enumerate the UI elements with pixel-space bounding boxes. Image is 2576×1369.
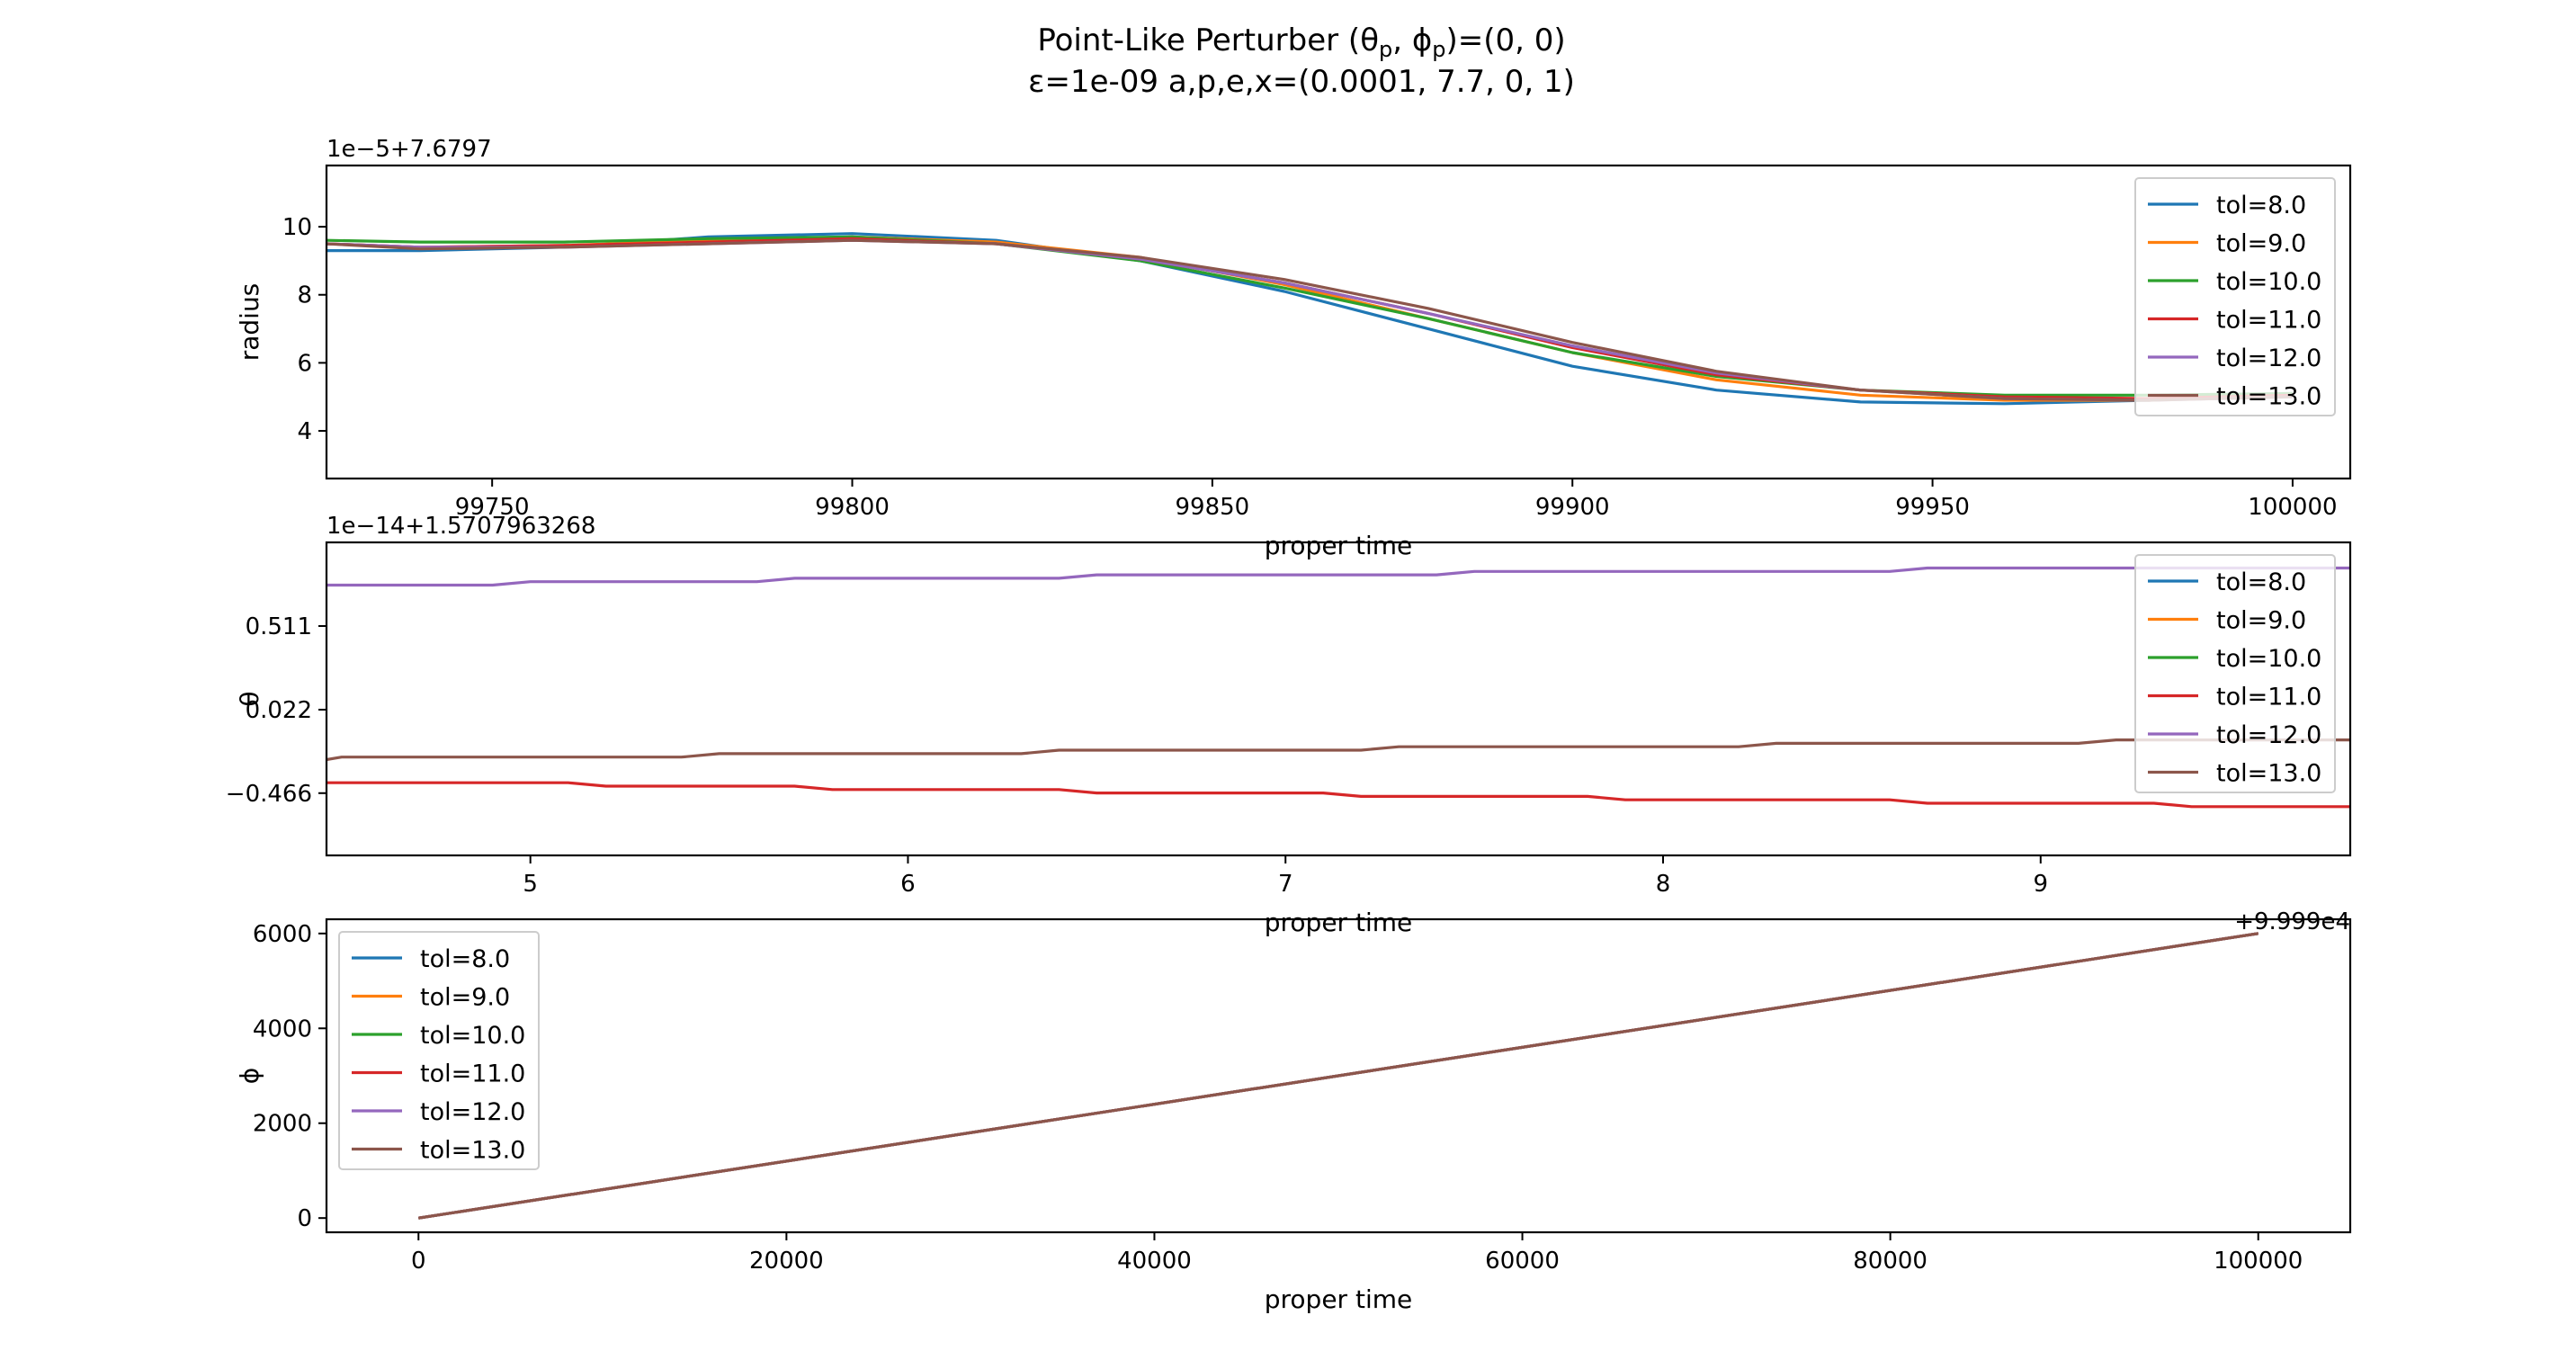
series-group	[326, 232, 2293, 406]
legend-entry: tol=9.0	[2216, 230, 2306, 258]
y-axis-label: ϕ	[235, 1068, 264, 1084]
series-line-tol-13-0	[418, 932, 2258, 1220]
figure-title-line1: Point-Like Perturber (θp, ϕp)=(0, 0)	[1037, 22, 1565, 62]
legend-entry: tol=8.0	[420, 945, 510, 973]
y-axis-label: radius	[235, 283, 264, 362]
x-tick-label: 20000	[749, 1248, 824, 1275]
series-line-tol-9-0	[326, 235, 2293, 402]
legend-entry: tol=10.0	[2216, 268, 2321, 296]
legend-entry: tol=13.0	[2216, 760, 2321, 788]
y-tick-label: 4	[297, 418, 312, 445]
axes-frame	[325, 164, 2352, 480]
legend-entry: tol=10.0	[2216, 645, 2321, 673]
x-tick-label: 99900	[1535, 494, 1610, 521]
legend: tol=8.0 tol=9.0 tol=10.0 tol=11.0 tol=12.0 to…	[2134, 554, 2336, 793]
y-tick-label: 2000	[253, 1111, 312, 1138]
x-axis-label: proper time	[1265, 908, 1412, 937]
legend-entry: tol=11.0	[420, 1060, 525, 1088]
x-tick-label: 7	[1278, 871, 1293, 898]
x-tick-label: 100000	[2214, 1248, 2303, 1275]
axes-frame	[325, 541, 2352, 857]
y-axis-label: θ	[235, 691, 264, 706]
x-tick-label: 80000	[1853, 1248, 1928, 1275]
chart-panel-3: 0 20000 40000 60000 80000 100000 0 2000 4000 6000…	[235, 917, 2352, 1314]
series-line-tol-11-0	[326, 781, 2350, 809]
x-axis-label: proper time	[1265, 1284, 1412, 1314]
legend-entry: tol=12.0	[2216, 344, 2321, 372]
series-line-tol-12-0	[326, 566, 2350, 587]
y-tick-label: 0.511	[246, 613, 312, 640]
y-offset-text: 1e−14+1.5707963268	[326, 513, 595, 540]
x-tick-label: 60000	[1485, 1248, 1560, 1275]
legend: tol=8.0 tol=9.0 tol=10.0 tol=11.0 tol=12.0 to…	[2134, 177, 2336, 416]
y-tick-label: 4000	[253, 1016, 312, 1042]
figure-title-line2: ε=1e-09 a,p,e,x=(0.0001, 7.7, 0, 1)	[1028, 64, 1575, 100]
series-line-tol-11-0	[326, 237, 2293, 400]
legend-entry: tol=8.0	[2216, 568, 2306, 596]
legend: tol=8.0 tol=9.0 tol=10.0 tol=11.0 tol=12.0 to…	[338, 931, 540, 1170]
series-group	[326, 566, 2350, 809]
series-line-tol-10-0	[326, 235, 2293, 397]
x-tick-label: 99800	[815, 494, 890, 521]
x-offset-text: +9.999e4	[2234, 908, 2350, 935]
x-tick-label: 8	[1656, 871, 1671, 898]
series-line-tol-8-0	[326, 232, 2293, 406]
legend-entry: tol=11.0	[2216, 684, 2321, 711]
legend-entry: tol=11.0	[2216, 307, 2321, 335]
series-line-tol-12-0	[326, 238, 2293, 402]
legend-entry: tol=12.0	[2216, 721, 2321, 749]
legend-entry: tol=9.0	[420, 984, 510, 1012]
series-line-tol-13-0	[326, 738, 2350, 762]
x-tick-label: 9	[2034, 871, 2049, 898]
legend-entry: tol=10.0	[420, 1022, 525, 1050]
y-tick-label: 8	[297, 282, 312, 309]
axes-frame	[325, 917, 2352, 1234]
y-tick-label: 0	[297, 1205, 312, 1232]
y-offset-text: 1e−5+7.6797	[326, 136, 492, 163]
legend-entry: tol=8.0	[2216, 192, 2306, 219]
x-tick-label: 5	[523, 871, 538, 898]
x-tick-label: 99950	[1895, 494, 1970, 521]
y-tick-label: 6000	[253, 921, 312, 948]
y-tick-label: 10	[282, 214, 312, 241]
y-tick-label: 0.022	[246, 697, 312, 724]
legend-entry: tol=13.0	[2216, 383, 2321, 411]
x-axis-label: proper time	[1265, 531, 1412, 560]
x-tick-label: 99750	[455, 494, 530, 521]
series-line-tol-13-0	[326, 238, 2293, 402]
x-tick-label: 99850	[1176, 494, 1250, 521]
x-tick-label: 40000	[1117, 1248, 1192, 1275]
x-tick-label: 0	[411, 1248, 426, 1275]
chart-panel-2: 5 6 7 8 9 −0.466 0.022 0.511 proper time θ 1e−14+1…	[226, 513, 2352, 937]
x-tick-label: 100000	[2248, 494, 2337, 521]
x-tick-label: 6	[900, 871, 916, 898]
y-tick-label: 6	[297, 350, 312, 377]
legend-entry: tol=13.0	[420, 1137, 525, 1165]
legend-entry: tol=12.0	[420, 1098, 525, 1126]
chart-panel-1: 99750 99800 99850 99900 99950 100000 4 6 8 10 prop…	[235, 136, 2352, 560]
y-tick-label: −0.466	[226, 781, 312, 808]
series-group	[418, 932, 2258, 1220]
legend-entry: tol=9.0	[2216, 607, 2306, 635]
